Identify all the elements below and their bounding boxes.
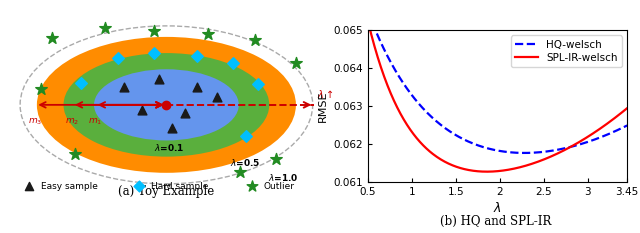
SPL-IR-welsch [364, 20, 372, 23]
HQ-welsch [528, 151, 536, 154]
Ellipse shape [63, 53, 269, 157]
Ellipse shape [37, 37, 296, 173]
Point [212, 95, 222, 99]
Point [113, 56, 123, 60]
Point [253, 82, 263, 86]
Point [76, 81, 86, 85]
Text: $m_3$: $m_3$ [28, 116, 42, 127]
X-axis label: λ: λ [494, 202, 501, 215]
Point [180, 111, 190, 114]
Point [250, 38, 260, 42]
HQ-welsch [521, 151, 529, 154]
Point [192, 54, 202, 58]
Point [271, 157, 281, 161]
Y-axis label: RMSE: RMSE [318, 90, 328, 122]
Point [149, 29, 159, 33]
Point [134, 185, 144, 188]
Point [149, 51, 159, 55]
Text: $\lambda$=0.5: $\lambda$=0.5 [230, 157, 261, 168]
Point [36, 87, 47, 91]
Point [24, 185, 35, 188]
Text: $\lambda$=0.1: $\lambda$=0.1 [154, 142, 185, 153]
HQ-welsch [364, 10, 372, 13]
HQ-welsch [623, 124, 631, 127]
SPL-IR-welsch [467, 169, 474, 172]
Point [291, 62, 301, 65]
HQ-welsch [553, 148, 561, 151]
Legend: HQ-welsch, SPL-IR-welsch: HQ-welsch, SPL-IR-welsch [511, 35, 622, 67]
Line: HQ-welsch: HQ-welsch [368, 12, 627, 153]
SPL-IR-welsch [528, 162, 536, 165]
Point [228, 62, 239, 65]
SPL-IR-welsch [396, 110, 403, 113]
Point [118, 85, 129, 89]
Text: (a) Toy Example: (a) Toy Example [118, 185, 214, 198]
HQ-welsch [396, 75, 403, 78]
Point [202, 32, 212, 35]
Text: $\lambda$=1.0: $\lambda$=1.0 [268, 172, 299, 183]
Ellipse shape [94, 69, 239, 140]
Line: SPL-IR-welsch: SPL-IR-welsch [368, 21, 627, 172]
Point [70, 152, 80, 156]
Text: Easy sample: Easy sample [42, 182, 99, 191]
Point [241, 134, 251, 138]
HQ-welsch [467, 141, 474, 144]
Point [154, 77, 164, 81]
Point [246, 185, 257, 188]
SPL-IR-welsch [449, 164, 456, 167]
Text: $m_1$: $m_1$ [88, 116, 102, 127]
Point [234, 170, 244, 174]
Point [192, 85, 202, 89]
Text: Outlier: Outlier [264, 182, 295, 191]
Point [137, 108, 147, 112]
HQ-welsch [449, 132, 456, 134]
Text: Hard sample: Hard sample [151, 182, 209, 191]
Point [100, 27, 111, 30]
SPL-IR-welsch [552, 153, 559, 156]
Point [47, 36, 57, 39]
Point [168, 126, 178, 130]
SPL-IR-welsch [483, 170, 491, 173]
SPL-IR-welsch [623, 107, 631, 110]
Text: $\lambda\uparrow$: $\lambda\uparrow$ [317, 88, 333, 100]
HQ-welsch [552, 149, 559, 151]
Text: $m_2$: $m_2$ [65, 116, 79, 127]
SPL-IR-welsch [553, 152, 561, 155]
Text: (b) HQ and SPL-IR: (b) HQ and SPL-IR [440, 215, 552, 228]
